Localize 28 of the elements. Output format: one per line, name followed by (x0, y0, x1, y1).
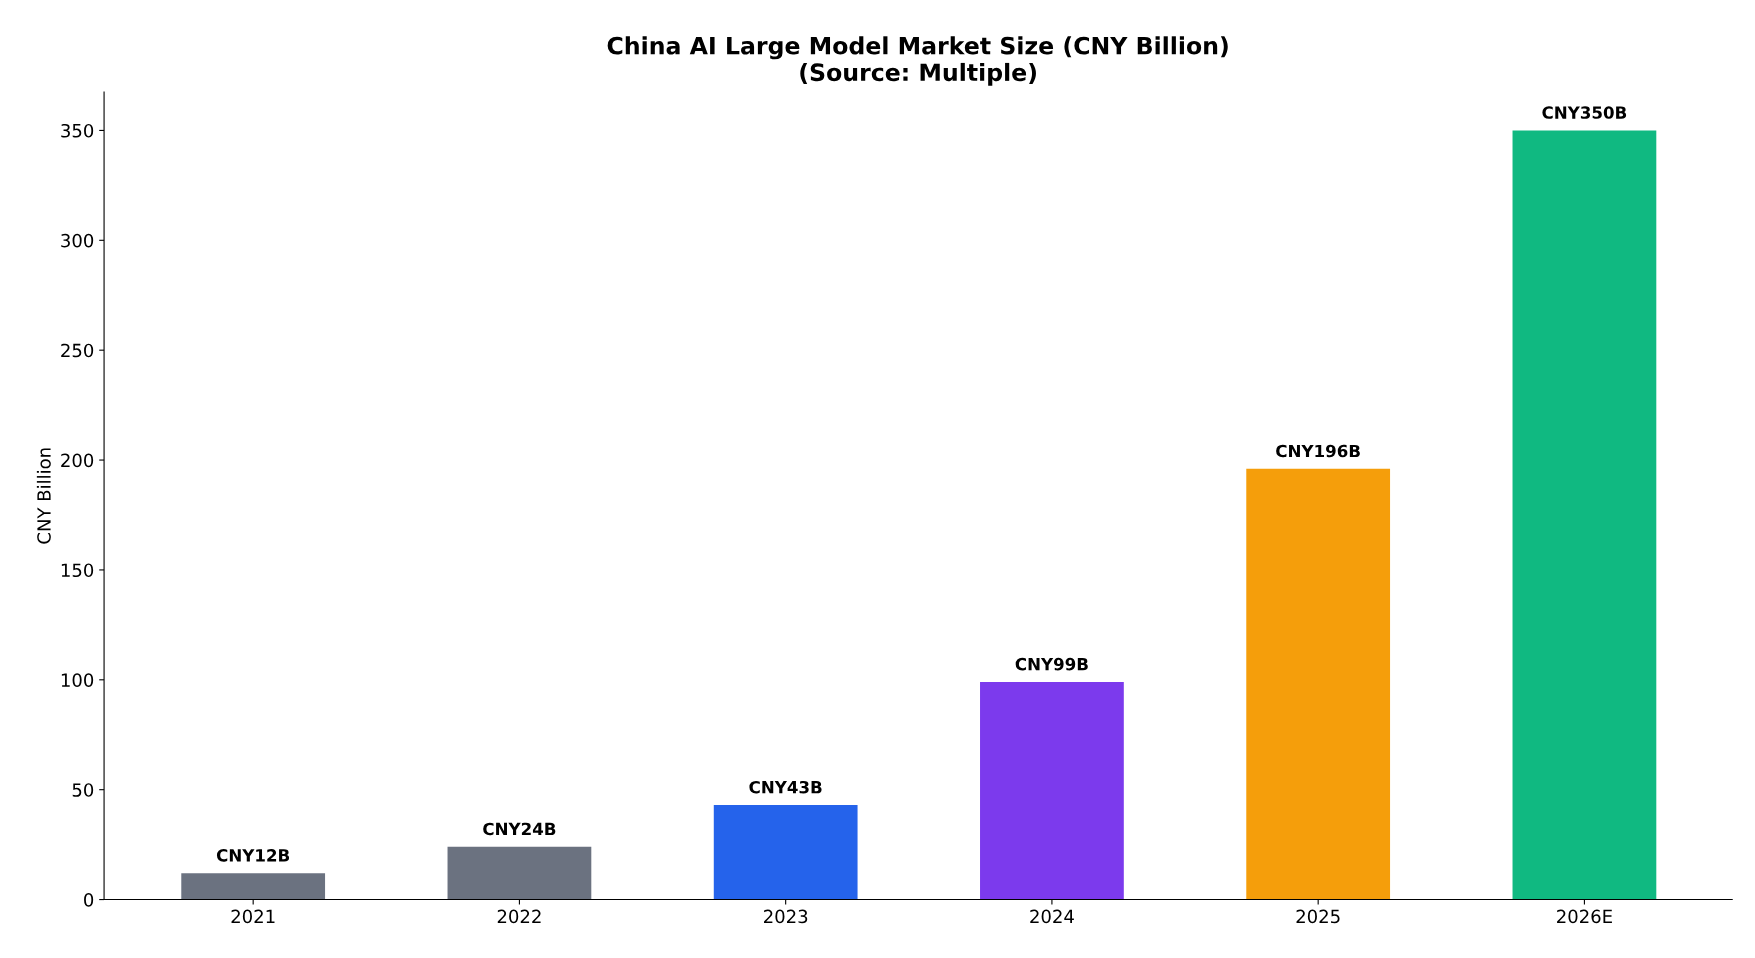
bar (1246, 468, 1391, 900)
bar (1512, 130, 1657, 900)
data-label: CNY196B (1276, 444, 1360, 458)
bar (980, 682, 1124, 900)
y-tick-label: 350 (61, 123, 94, 138)
data-label: CNY350B (1542, 106, 1627, 119)
x-tick-label: 2023 (764, 909, 808, 924)
chart-title: China AI Large Model Market Size (CNY Billion) (Source: Multiple) (607, 36, 1228, 86)
y-tick-label: 50 (72, 783, 94, 797)
bar (447, 846, 592, 900)
x-tick-label: 2026E (1557, 909, 1612, 924)
data-label: CNY24B (483, 822, 556, 836)
y-tick-label: 0 (84, 893, 94, 907)
data-label: CNY12B (216, 849, 290, 862)
bar (713, 805, 858, 900)
y-tick-label: 150 (61, 563, 94, 578)
data-label: CNY99B (1015, 657, 1088, 671)
y-tick-label: 300 (61, 233, 94, 248)
x-tick-label: 2022 (497, 909, 541, 924)
data-label: CNY43B (749, 780, 822, 794)
y-tick-label: 200 (61, 453, 94, 468)
y-axis-title: CNY Billion (36, 448, 51, 544)
x-tick-label: 2025 (1296, 909, 1340, 924)
y-tick-label: 250 (61, 343, 94, 358)
x-tick-label: 2024 (1030, 909, 1074, 924)
y-tick-label: 100 (61, 673, 94, 687)
x-tick-label: 2021 (231, 909, 275, 924)
bar (181, 873, 326, 900)
